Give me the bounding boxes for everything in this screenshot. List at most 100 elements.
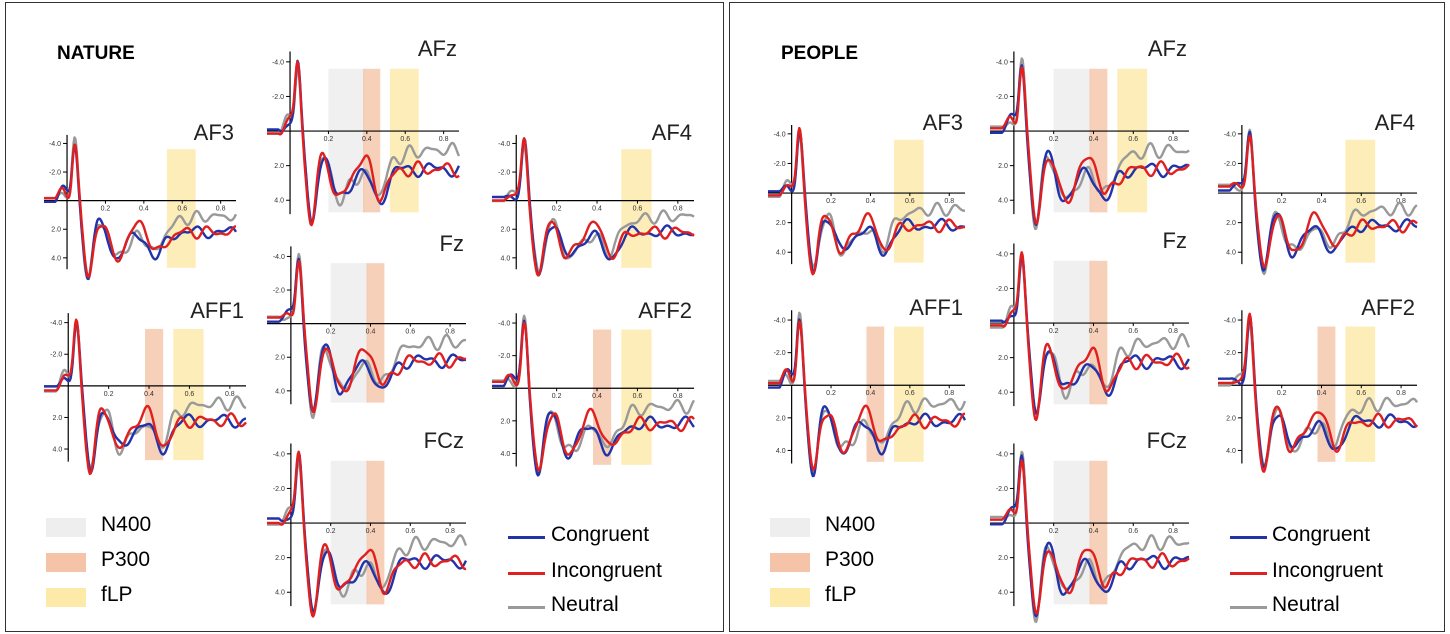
y-tick-label: 4.0 <box>51 255 61 262</box>
electrode-label: FCz <box>1147 428 1187 453</box>
window-flp <box>173 328 204 461</box>
x-tick-label: 0.6 <box>633 393 643 400</box>
y-tick-label: 4.0 <box>1226 448 1236 455</box>
x-tick-label: 0.8 <box>1168 328 1178 335</box>
x-tick-label: 0.4 <box>366 528 376 535</box>
y-tick-label: -2.0 <box>996 486 1008 493</box>
flp-swatch <box>46 588 86 607</box>
y-tick-label: 2.0 <box>998 355 1008 362</box>
x-tick-label: 0.2 <box>552 206 562 213</box>
y-tick-label: -4.0 <box>50 320 62 327</box>
x-tick-label: 0.2 <box>101 206 111 213</box>
y-tick-label: -2.0 <box>1224 161 1236 168</box>
plot-FCz: -4.0 -2.0 2.0 4.0 0.2 0.4 0.6 0.8 FCz <box>266 428 468 618</box>
y-tick-label: 2.0 <box>998 163 1008 170</box>
y-tick-label: -4.0 <box>774 318 786 325</box>
y-tick-label: -4.0 <box>1224 318 1236 325</box>
x-tick-label: 0.4 <box>362 136 372 143</box>
series-incongruent <box>989 459 1190 615</box>
x-tick-label: 0.2 <box>326 528 336 535</box>
x-tick-label: 0.6 <box>177 206 187 213</box>
p300-swatch <box>770 553 810 572</box>
window-flp <box>1345 139 1376 263</box>
x-tick-label: 0.4 <box>866 198 876 205</box>
y-tick-label: -4.0 <box>272 59 284 66</box>
x-tick-label: 0.6 <box>405 528 415 535</box>
x-tick-label: 0.4 <box>1317 198 1327 205</box>
plot-Fz: -4.0 -2.0 2.0 4.0 0.2 0.4 0.6 0.8 Fz <box>266 231 467 419</box>
x-tick-label: 0.4 <box>1089 528 1099 535</box>
y-tick-label: 2.0 <box>275 355 285 362</box>
plot-AFF1: -4.0 -2.0 2.0 4.0 0.2 0.4 0.6 0.8 AFF1 <box>767 295 967 478</box>
legend-label: P300 <box>101 548 151 571</box>
y-tick-label: -4.0 <box>498 321 510 328</box>
y-tick-label: -2.0 <box>1224 350 1236 357</box>
window-flp <box>621 329 652 465</box>
y-tick-label: -2.0 <box>498 353 510 360</box>
x-tick-label: 0.8 <box>1396 390 1406 397</box>
legend-label: fLP <box>825 583 857 606</box>
x-tick-label: 0.2 <box>826 198 836 205</box>
y-tick-label: 2.0 <box>776 415 786 422</box>
plot-AF4: -4.0 -2.0 2.0 4.0 0.2 0.4 0.6 0.8 AF4 <box>491 120 695 277</box>
x-tick-label: 0.2 <box>326 329 336 336</box>
n400-swatch <box>46 518 86 537</box>
x-tick-label: 0.6 <box>905 198 915 205</box>
window-p300 <box>1089 68 1108 213</box>
plot-AFF2: -4.0 -2.0 2.0 4.0 0.2 0.4 0.6 0.8 AFF2 <box>491 298 696 477</box>
series-incongruent <box>266 450 467 618</box>
y-tick-label: -2.0 <box>498 170 510 177</box>
y-tick-label: 2.0 <box>1226 415 1236 422</box>
x-tick-label: 0.6 <box>400 136 410 143</box>
y-tick-label: -2.0 <box>50 352 62 359</box>
plot-AFz: -4.0 -2.0 2.0 4.0 0.2 0.4 0.6 0.8 AFz <box>989 36 1190 231</box>
series-incongruent <box>491 137 695 277</box>
x-tick-label: 0.2 <box>1277 198 1287 205</box>
x-tick-label: 0.6 <box>1128 328 1138 335</box>
x-tick-label: 0.2 <box>1277 390 1287 397</box>
plot-AFz: -4.0 -2.0 2.0 4.0 0.2 0.4 0.6 0.8 AFz <box>266 36 461 227</box>
x-tick-label: 0.2 <box>1049 136 1059 143</box>
people-panel: PEOPLE -4.0 -2.0 2.0 4.0 0.2 0.4 0.6 0.8 AFz -4.… <box>729 2 1445 632</box>
y-tick-label: 4.0 <box>274 198 284 205</box>
x-tick-label: 0.2 <box>1049 528 1059 535</box>
x-tick-label: 0.6 <box>1128 528 1138 535</box>
y-tick-label: -4.0 <box>996 251 1008 258</box>
electrode-label: Fz <box>440 231 464 256</box>
y-tick-label: 2.0 <box>501 418 511 425</box>
electrode-label: AF3 <box>194 120 234 145</box>
y-tick-label: -4.0 <box>498 141 510 148</box>
flp-swatch <box>770 588 810 607</box>
legend-label: fLP <box>101 583 133 606</box>
series-incongruent <box>989 251 1190 422</box>
electrode-label: AFz <box>1148 36 1187 61</box>
electrode-label: Fz <box>1163 228 1187 253</box>
series-incongruent <box>266 60 460 227</box>
legend-label: Congruent <box>551 523 650 546</box>
x-tick-label: 0.8 <box>445 329 455 336</box>
electrode-label: AFF2 <box>1361 295 1415 320</box>
series-neutral <box>989 57 1190 231</box>
series-incongruent <box>43 143 237 279</box>
y-tick-label: -2.0 <box>774 161 786 168</box>
x-tick-label: 0.2 <box>324 136 334 143</box>
electrode-label: AF3 <box>923 110 963 135</box>
x-tick-label: 0.8 <box>439 136 449 143</box>
y-tick-label: 4.0 <box>501 451 511 458</box>
series-incongruent <box>266 259 467 414</box>
x-tick-label: 0.8 <box>1168 136 1178 143</box>
legend-label: Incongruent <box>1272 559 1383 582</box>
x-tick-label: 0.2 <box>552 393 562 400</box>
congruent-swatch <box>1230 536 1267 539</box>
legend-label: Incongruent <box>551 559 662 582</box>
series-incongruent <box>1217 312 1418 473</box>
electrode-label: AF4 <box>1375 110 1415 135</box>
y-tick-label: 2.0 <box>1226 220 1236 227</box>
congruent-swatch <box>508 536 545 539</box>
window-p300 <box>1317 326 1336 462</box>
legend-label: Congruent <box>1272 523 1371 546</box>
legend-label: P300 <box>825 548 875 571</box>
x-tick-label: 0.8 <box>944 390 954 397</box>
x-tick-label: 0.8 <box>1396 198 1406 205</box>
incongruent-swatch <box>1230 572 1267 575</box>
